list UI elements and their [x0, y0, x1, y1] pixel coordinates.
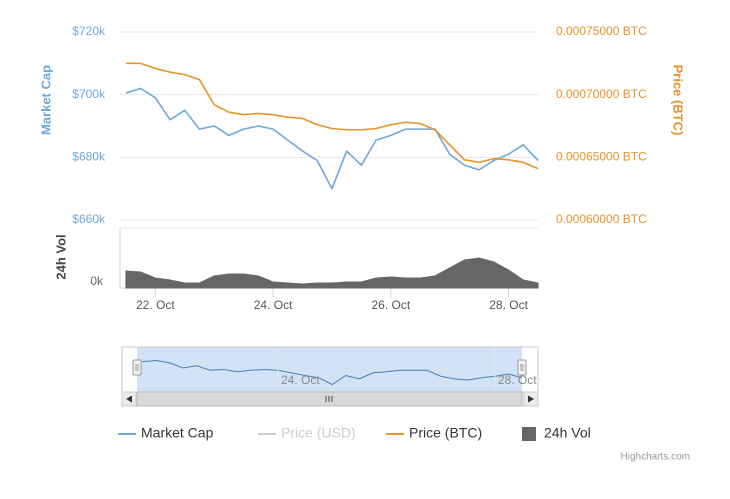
navigator-handle[interactable] — [132, 359, 142, 376]
y2-tick-label: 0.00075000 BTC — [556, 24, 647, 38]
navigator-handle[interactable] — [517, 359, 527, 376]
y2-tick-label: 0.00065000 BTC — [556, 150, 647, 164]
scrollbar-left-arrow — [126, 395, 132, 403]
y2-tick-label: 0.00060000 BTC — [556, 212, 647, 226]
legend-symbol[interactable] — [522, 427, 536, 441]
y-axis-title: Market Cap — [38, 65, 53, 135]
series-line — [125, 62, 539, 170]
series-line — [125, 87, 539, 190]
legend-label[interactable]: Price (BTC) — [409, 425, 482, 441]
navigator-handle-body[interactable] — [132, 359, 142, 376]
y-tick-label: $680k — [72, 150, 106, 164]
legend-label[interactable]: 24h Vol — [544, 425, 591, 441]
legend-item[interactable]: Price (USD) — [258, 425, 356, 441]
y-tick-label: $700k — [72, 87, 106, 101]
y3-tick-label: 0k — [90, 274, 104, 288]
x-tick-label: 22. Oct — [136, 298, 175, 312]
navigator-tick-label: 24. Oct — [281, 373, 320, 387]
x-tick-label: 28. Oct — [489, 298, 528, 312]
x-tick-label: 24. Oct — [254, 298, 293, 312]
legend-label[interactable]: Price (USD) — [281, 425, 356, 441]
y2-axis-title: Price (BTC) — [671, 65, 686, 136]
navigator-tick-label: 28. Oct — [498, 373, 537, 387]
navigator-mask — [137, 347, 522, 392]
navigator-series — [142, 359, 523, 386]
legend-item[interactable]: Price (BTC) — [386, 425, 482, 441]
credits[interactable]: Highcharts.com — [621, 452, 690, 463]
navigator-frame — [121, 346, 539, 393]
y-tick-label: $720k — [72, 24, 106, 38]
y2-tick-label: 0.00070000 BTC — [556, 87, 647, 101]
legend-label[interactable]: Market Cap — [141, 425, 214, 441]
navigator-handle-body[interactable] — [517, 359, 527, 376]
legend-item[interactable]: 24h Vol — [522, 425, 591, 441]
legend-item[interactable]: Market Cap — [118, 425, 214, 441]
y3-axis-title: 24h Vol — [53, 234, 68, 279]
y-tick-label: $660k — [72, 212, 106, 226]
series-area — [125, 257, 539, 289]
x-tick-label: 26. Oct — [371, 298, 410, 312]
scrollbar-right-arrow — [528, 395, 534, 403]
